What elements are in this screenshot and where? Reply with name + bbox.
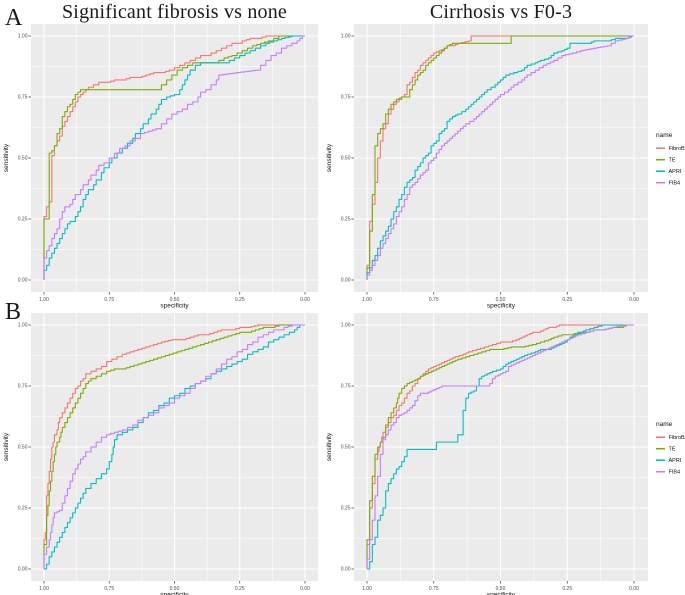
legend-label-FibroBox: FibroBox	[669, 146, 685, 152]
x-tick-label: 0.75	[429, 586, 439, 592]
y-axis-title: sensitivity	[3, 143, 10, 172]
y-axis-title: sensitivity	[326, 432, 333, 461]
x-tick-label: 0.50	[496, 586, 506, 592]
legend-title: name	[656, 421, 673, 428]
y-tick-label: 0.75	[18, 384, 28, 390]
legend-label-APRI: APRI	[669, 169, 682, 175]
x-tick-label: 0.00	[629, 297, 639, 303]
grid-lines	[354, 313, 648, 581]
x-tick-label: 0.25	[562, 586, 572, 592]
x-axis-title: specificity	[160, 303, 189, 310]
series-lines	[43, 324, 305, 570]
x-tick-label: 0.75	[429, 297, 439, 303]
legend-title: name	[656, 132, 673, 139]
series-line-FIB4	[366, 35, 634, 280]
y-tick-label: 0.75	[341, 384, 351, 390]
y-axis-title: sensitivity	[326, 143, 333, 172]
series-line-FIB4	[43, 35, 305, 280]
roc-chart-svg: 1.00 0.75 0.50 0.25 0.00 0.00 0.25 0.50 0.75 1.00…	[3, 24, 318, 309]
column-title-cirrhosis: Cirrhosis vs F0-3	[429, 1, 573, 23]
column-title-significant-fibrosis: Significant fibrosis vs none	[61, 1, 288, 23]
y-tick-label: 1.00	[341, 323, 351, 329]
y-tick-label: 0.50	[18, 156, 28, 162]
y-tick-label: 0.00	[18, 278, 28, 284]
series-lines	[43, 35, 305, 280]
x-tick-label: 1.00	[39, 297, 49, 303]
legend: name FibroBox TE APRI FIB4	[656, 421, 685, 476]
legend-label-FIB4: FIB4	[669, 470, 681, 476]
x-tick-label: 0.25	[235, 586, 245, 592]
roc-plot-b-significant-fibrosis: 1.00 0.75 0.50 0.25 0.00 0.00 0.25 0.50 0.75 1.00…	[0, 313, 325, 595]
x-axis-title: specificity	[487, 592, 516, 595]
legend-label-APRI: APRI	[669, 458, 682, 464]
y-tick-label: 0.75	[341, 95, 351, 101]
axes: 1.00 0.75 0.50 0.25 0.00 0.00 0.25 0.50 0.75 1.00…	[3, 323, 310, 595]
x-tick-label: 0.75	[104, 297, 114, 303]
roc-plot-a-cirrhosis: 1.00 0.75 0.50 0.25 0.00 0.00 0.25 0.50 0.75 1.00…	[325, 24, 685, 309]
legend-label-FibroBox: FibroBox	[669, 435, 685, 441]
y-tick-label: 1.00	[341, 34, 351, 40]
legend-label-TE: TE	[669, 447, 676, 453]
y-tick-label: 0.25	[341, 217, 351, 223]
y-tick-label: 0.50	[341, 445, 351, 451]
legend-label-FIB4: FIB4	[669, 181, 681, 187]
y-tick-label: 0.25	[18, 506, 28, 512]
y-tick-label: 0.00	[341, 278, 351, 284]
series-line-APRI	[366, 35, 634, 280]
x-tick-label: 1.00	[362, 586, 372, 592]
roc-plot-b-cirrhosis: 1.00 0.75 0.50 0.25 0.00 0.00 0.25 0.50 0.75 1.00…	[325, 313, 685, 595]
x-tick-label: 0.50	[170, 586, 180, 592]
series-line-FibroBox	[43, 324, 305, 569]
x-axis-title: specificity	[160, 592, 189, 595]
series-line-TE	[43, 35, 305, 280]
series-line-TE	[43, 324, 305, 569]
series-lines	[366, 324, 634, 570]
y-tick-label: 1.00	[18, 323, 28, 329]
y-tick-label: 0.25	[18, 217, 28, 223]
x-tick-label: 0.75	[104, 586, 114, 592]
x-tick-label: 0.25	[235, 297, 245, 303]
legend-label-TE: TE	[669, 158, 676, 164]
y-tick-label: 0.00	[341, 567, 351, 573]
y-tick-label: 0.50	[341, 156, 351, 162]
x-tick-label: 0.00	[300, 297, 310, 303]
series-line-FIB4	[366, 324, 634, 569]
axes: 1.00 0.75 0.50 0.25 0.00 0.00 0.25 0.50 0.75 1.00…	[326, 323, 639, 595]
x-tick-label: 0.50	[170, 297, 180, 303]
panel-label-a: A	[5, 5, 23, 31]
roc-chart-svg: 1.00 0.75 0.50 0.25 0.00 0.00 0.25 0.50 0.75 1.00…	[3, 313, 318, 595]
roc-chart-svg: 1.00 0.75 0.50 0.25 0.00 0.00 0.25 0.50 0.75 1.00…	[326, 313, 685, 595]
series-line-FibroBox	[43, 35, 305, 280]
panel-label-b: B	[5, 299, 22, 325]
roc-plot-a-significant-fibrosis: 1.00 0.75 0.50 0.25 0.00 0.00 0.25 0.50 0.75 1.00…	[0, 24, 325, 309]
x-tick-label: 0.00	[629, 586, 639, 592]
legend: name FibroBox TE APRI FIB4	[656, 132, 685, 187]
y-tick-label: 1.00	[18, 34, 28, 40]
y-tick-label: 0.75	[18, 95, 28, 101]
series-line-APRI	[43, 35, 305, 280]
y-tick-label: 0.00	[18, 567, 28, 573]
x-axis-title: specificity	[487, 303, 516, 310]
y-tick-label: 0.50	[18, 445, 28, 451]
x-tick-label: 1.00	[362, 297, 372, 303]
series-lines	[366, 35, 634, 280]
y-tick-label: 0.25	[341, 506, 351, 512]
y-axis-title: sensitivity	[3, 432, 10, 461]
axes: 1.00 0.75 0.50 0.25 0.00 0.00 0.25 0.50 0.75 1.00…	[326, 34, 639, 309]
axes: 1.00 0.75 0.50 0.25 0.00 0.00 0.25 0.50 0.75 1.00…	[3, 34, 310, 309]
x-tick-label: 1.00	[39, 586, 49, 592]
x-tick-label: 0.25	[562, 297, 572, 303]
series-line-TE	[366, 35, 634, 280]
series-line-FIB4	[43, 324, 305, 569]
x-tick-label: 0.00	[300, 586, 310, 592]
series-line-TE	[366, 324, 634, 569]
roc-chart-svg: 1.00 0.75 0.50 0.25 0.00 0.00 0.25 0.50 0.75 1.00…	[326, 24, 685, 309]
x-tick-label: 0.50	[496, 297, 506, 303]
